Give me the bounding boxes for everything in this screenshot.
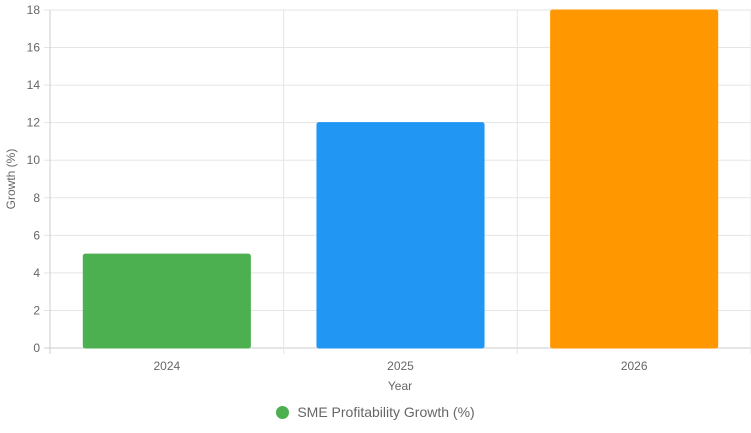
y-tick-labels: 0 2 4 6 8 10 12 14 16 18 [27,3,41,355]
legend-swatch [276,405,290,419]
y-tick-label: 12 [27,116,41,130]
y-tick-label: 14 [27,78,41,92]
y-tick-label: 8 [33,191,40,205]
x-gridlines [49,10,751,354]
bar-2025[interactable] [316,122,485,349]
legend-label: SME Profitability Growth (%) [297,404,475,420]
y-tick-label: 4 [33,266,40,280]
legend[interactable]: SME Profitability Growth (%) [0,404,751,420]
x-tick-label: 2025 [387,359,414,373]
y-tick-label: 18 [27,3,41,17]
x-axis-title: Year [388,379,412,393]
bar-2024[interactable] [82,253,251,349]
bars [82,9,719,349]
x-tick-label: 2024 [153,359,180,373]
y-tick-label: 0 [33,341,40,355]
y-axis-title: Growth (%) [4,149,18,210]
y-tick-label: 6 [33,228,40,242]
y-tick-label: 2 [33,303,40,317]
bar-2026[interactable] [550,9,719,349]
y-tick-label: 10 [27,153,41,167]
x-tick-labels: 2024 2025 2026 [153,359,647,373]
x-tick-label: 2026 [621,359,648,373]
y-tick-label: 16 [27,41,41,55]
